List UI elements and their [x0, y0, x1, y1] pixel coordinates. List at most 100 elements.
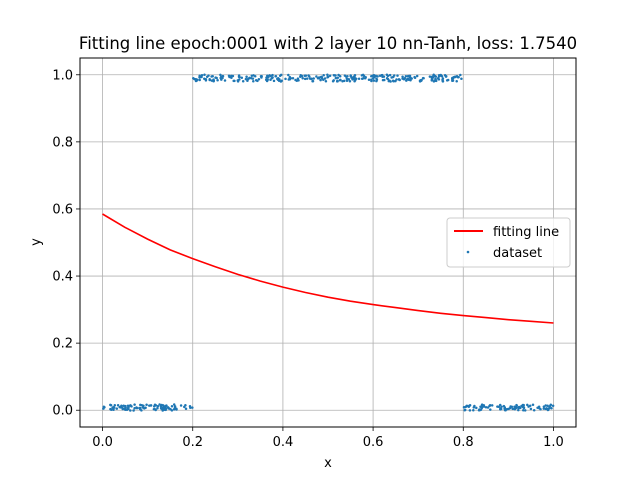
dataset-point — [219, 76, 222, 80]
dataset-point — [326, 75, 330, 79]
dataset-point — [437, 78, 441, 81]
dataset-point — [301, 77, 304, 80]
dataset-point — [486, 406, 490, 409]
dataset-point — [544, 404, 547, 407]
dataset-point — [370, 78, 373, 81]
dataset-point — [522, 408, 525, 412]
dataset-point — [238, 78, 241, 81]
dataset-point — [373, 75, 376, 79]
dataset-point — [317, 76, 321, 79]
dataset-point — [102, 407, 105, 410]
dataset-point — [212, 78, 215, 81]
dataset-point — [438, 74, 442, 78]
x-tick-label: 0.8 — [453, 435, 474, 450]
dataset-point — [360, 77, 364, 81]
dataset-point — [490, 404, 494, 407]
dataset-point — [276, 78, 280, 81]
dataset-point — [336, 79, 339, 82]
dataset-point — [472, 406, 476, 409]
dataset-point — [388, 73, 392, 77]
dataset-point — [118, 405, 121, 409]
dataset-point — [109, 403, 113, 407]
dataset-point — [311, 80, 314, 83]
dataset-point — [523, 409, 527, 412]
dataset-point — [459, 73, 462, 77]
dataset-point — [348, 79, 352, 83]
dataset-point — [542, 405, 546, 408]
dataset-point — [156, 405, 160, 408]
dataset-point — [113, 403, 117, 407]
dataset-point — [546, 404, 549, 408]
dataset-point — [310, 77, 313, 81]
dataset-point — [531, 403, 535, 407]
dataset-point — [451, 79, 454, 82]
dataset-point — [413, 76, 417, 79]
dataset-point — [503, 408, 507, 412]
dataset-point — [480, 407, 483, 410]
dataset-point — [532, 408, 536, 412]
dataset-point — [305, 77, 309, 80]
dataset-point — [116, 403, 120, 407]
legend-label-fitting-line: fitting line — [493, 225, 559, 240]
x-tick-label: 0.2 — [182, 435, 203, 450]
dataset-point — [499, 408, 502, 411]
dataset-point — [419, 79, 422, 82]
dataset-point — [221, 76, 224, 80]
dataset-point — [127, 406, 130, 409]
dataset-point — [173, 405, 177, 408]
dataset-point — [245, 75, 248, 79]
dataset-point — [415, 74, 419, 78]
x-axis-label: x — [324, 456, 332, 471]
dataset-point — [272, 79, 276, 83]
y-tick-label: 0.2 — [52, 337, 73, 352]
dataset-point — [170, 409, 174, 412]
dataset-point — [444, 75, 448, 78]
dataset-point — [260, 76, 263, 79]
dataset-point — [191, 406, 194, 409]
dataset-point — [299, 75, 302, 78]
dataset-point — [468, 409, 472, 412]
dataset-point — [133, 403, 136, 406]
dataset-point — [328, 74, 332, 78]
dataset-point — [248, 76, 251, 80]
chart-title: Fitting line epoch:0001 with 2 layer 10 … — [79, 34, 577, 53]
dataset-point — [401, 75, 404, 79]
dataset-point — [135, 406, 139, 410]
dataset-point — [370, 74, 373, 78]
dataset-point — [288, 77, 291, 80]
dataset-point — [142, 404, 145, 407]
dataset-point — [125, 408, 129, 411]
legend-dot-swatch — [466, 250, 470, 254]
dataset-point — [162, 406, 165, 410]
dataset-point — [357, 77, 361, 81]
dataset-point — [241, 79, 245, 83]
dataset-point — [345, 77, 349, 80]
plot-frame — [79, 57, 577, 428]
dataset-point — [345, 79, 349, 82]
legend-label-dataset: dataset — [493, 246, 542, 261]
dataset-point — [251, 77, 255, 80]
dataset-point — [284, 77, 287, 81]
dataset-point — [264, 78, 268, 82]
dataset-point — [386, 77, 390, 81]
dataset-point — [303, 77, 307, 81]
dataset-point — [280, 79, 283, 82]
dataset-point — [252, 80, 255, 83]
dataset-point — [291, 77, 295, 80]
dataset-point — [341, 80, 344, 83]
dataset-point — [232, 79, 235, 83]
dataset-point — [230, 76, 233, 80]
dataset-point — [223, 79, 227, 82]
dataset-point — [268, 74, 271, 77]
dataset-point — [428, 75, 432, 78]
dataset-point — [480, 403, 484, 407]
dataset-point — [138, 406, 141, 410]
dataset-point — [173, 407, 176, 410]
dataset-point — [375, 78, 379, 82]
legend: fitting line dataset — [446, 217, 571, 268]
dataset-point — [430, 79, 434, 82]
dataset-point — [545, 407, 548, 410]
dataset-point — [323, 77, 327, 80]
dataset-point — [214, 76, 217, 79]
dataset-point — [237, 75, 241, 79]
